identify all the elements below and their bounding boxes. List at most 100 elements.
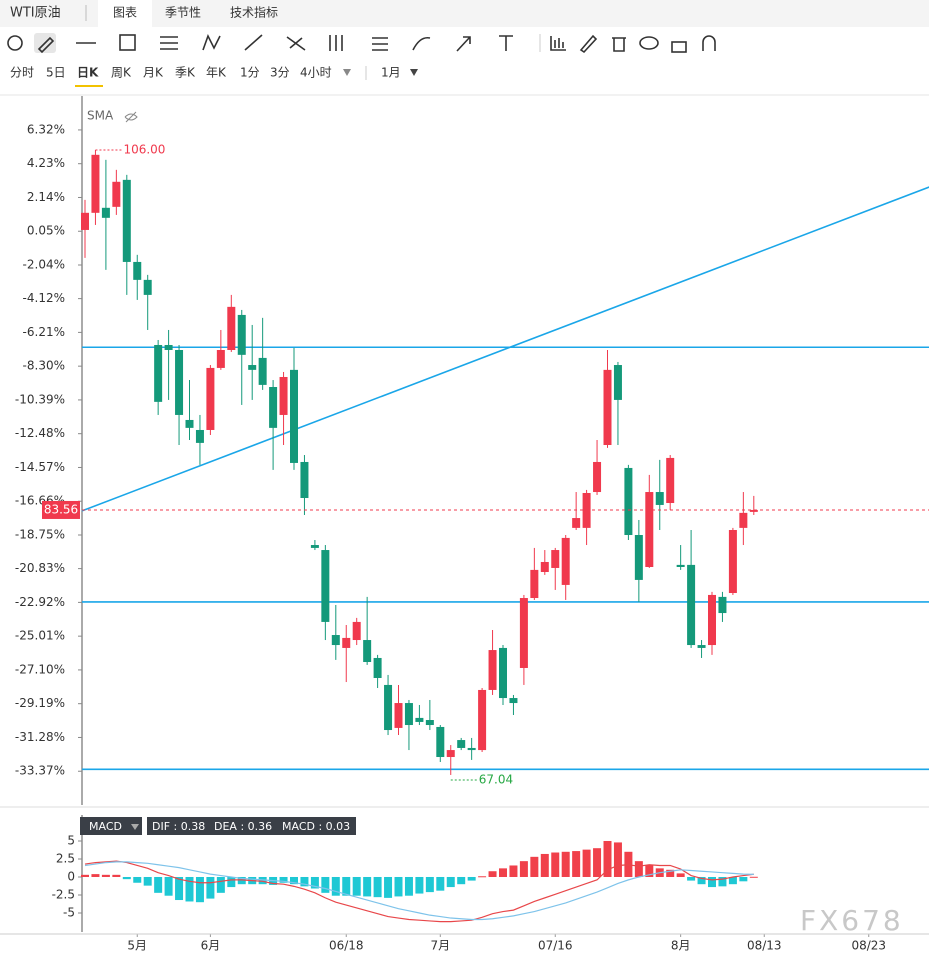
macd-line [84, 861, 754, 921]
candle-body [551, 550, 560, 568]
candle-body [478, 689, 487, 751]
macd-bar [143, 876, 152, 886]
tool-icon[interactable] [579, 34, 598, 54]
tool-icon[interactable] [244, 34, 263, 51]
macd-bar [185, 876, 194, 902]
candle-body [331, 635, 340, 646]
tool-icon[interactable] [119, 34, 136, 51]
tool-icon[interactable] [7, 35, 23, 51]
y-tick-label: -5 [63, 905, 75, 919]
candle-body [457, 740, 466, 748]
candle-body [227, 306, 236, 350]
y-tick-label: 2.14% [27, 190, 65, 204]
x-tick-label: 06/18 [329, 939, 364, 953]
macd-bar [384, 876, 393, 898]
candle-body [258, 357, 267, 385]
candle-body [237, 314, 246, 355]
candle-body [749, 509, 758, 512]
x-tick-label: 7月 [430, 939, 450, 953]
candle-body [195, 429, 204, 443]
period-button[interactable]: 3分 [270, 66, 290, 80]
macd-bar [279, 876, 288, 883]
tool-icon[interactable] [37, 36, 55, 54]
candle-body [373, 657, 382, 679]
tool-icon[interactable] [639, 36, 659, 50]
macd-bar [718, 876, 727, 887]
candle-body [519, 598, 528, 668]
macd-bar [436, 876, 445, 891]
macd-bar [154, 876, 163, 893]
candle-body [352, 621, 361, 641]
period-button[interactable]: 4小时 [300, 66, 332, 80]
candle-body [154, 344, 163, 402]
tool-icon[interactable] [160, 36, 178, 50]
tool-icon[interactable] [671, 41, 687, 53]
tool-icon[interactable] [412, 36, 431, 51]
candle-body [122, 179, 131, 262]
visibility-icon[interactable] [124, 111, 138, 123]
candle-body [206, 367, 215, 430]
y-tick-label: -31.28% [15, 730, 65, 744]
low-price-label: 67.04 [479, 772, 513, 786]
period-button[interactable]: 5日 [46, 66, 66, 80]
macd-bar [363, 876, 372, 897]
candle-body [290, 369, 298, 463]
y-tick-label: 0 [67, 869, 75, 883]
tool-icon[interactable] [286, 36, 306, 51]
candle-body [509, 698, 518, 704]
macd-bar [666, 869, 675, 877]
candle-body [666, 457, 675, 504]
macd-bar [509, 865, 518, 877]
tool-icon[interactable] [456, 36, 471, 52]
tool-icon[interactable] [372, 37, 388, 51]
tool-icon[interactable] [499, 35, 513, 51]
candle-body [467, 747, 476, 751]
tool-icon[interactable] [550, 36, 566, 51]
candle-body [384, 684, 393, 731]
tab[interactable]: 季节性 [165, 6, 201, 20]
tab[interactable]: 图表 [113, 6, 137, 20]
y-tick-label: -14.57% [15, 460, 65, 474]
dropdown-arrow[interactable] [131, 824, 139, 830]
tab[interactable]: 技术指标 [230, 5, 278, 20]
x-tick-label: 6月 [201, 939, 221, 953]
range-button[interactable]: 1月 [381, 66, 401, 80]
x-tick-label: 08/13 [747, 939, 782, 953]
period-button[interactable]: 日K [77, 66, 99, 80]
candle-body [561, 537, 570, 585]
legend-entry: MACD : 0.03 [282, 820, 350, 833]
candle-body [739, 512, 748, 528]
tool-icon[interactable] [202, 33, 221, 51]
candle-body [321, 550, 330, 622]
tool-icon[interactable] [702, 35, 716, 51]
indicator-button[interactable]: MACD [89, 820, 122, 833]
x-tick-label: 8月 [671, 939, 691, 953]
period-button[interactable]: 季K [175, 66, 196, 80]
period-button[interactable]: 1分 [240, 66, 260, 80]
tool-icon[interactable] [329, 35, 343, 51]
candle-body [342, 637, 351, 648]
period-button[interactable]: 年K [206, 66, 227, 80]
macd-bar [425, 876, 434, 893]
y-tick-label: -10.39% [15, 392, 65, 406]
period-button[interactable]: 周K [111, 66, 132, 80]
last-price-box [42, 500, 80, 519]
dropdown-arrow[interactable] [343, 69, 351, 76]
macd-line [84, 860, 754, 923]
candle-body [624, 467, 633, 536]
dropdown-arrow[interactable] [410, 69, 418, 76]
y-tick-label: -4.12% [23, 291, 65, 305]
period-button[interactable]: 分时 [10, 66, 34, 80]
x-tick-label: 08/23 [851, 939, 886, 953]
macd-bar [645, 865, 654, 877]
indicator-label: SMA [87, 109, 114, 123]
period-button[interactable]: 月K [143, 66, 164, 80]
y-tick-label: -33.37% [15, 764, 65, 778]
macd-bar [216, 876, 225, 893]
candle-body [185, 419, 194, 428]
tool-icon[interactable] [612, 37, 626, 52]
macd-bar [708, 876, 716, 888]
macd-bar [373, 876, 382, 898]
candle-body [300, 461, 309, 499]
indicator-button-bg[interactable] [80, 817, 142, 835]
